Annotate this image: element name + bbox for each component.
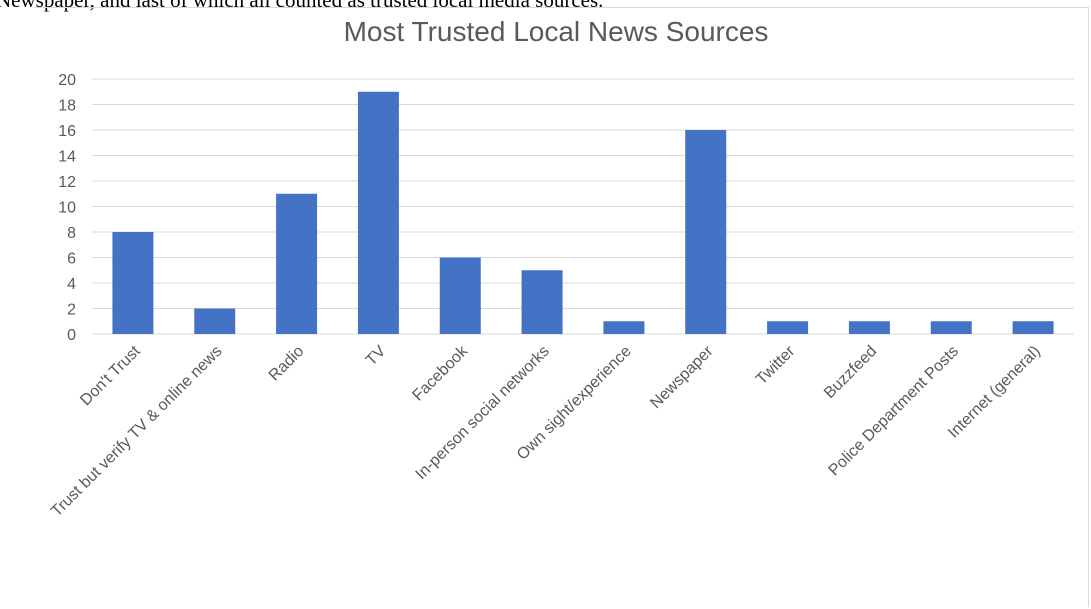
y-tick-label: 6: [67, 251, 76, 268]
bar: [357, 91, 399, 334]
y-tick-label: 2: [67, 302, 76, 319]
bar: [685, 130, 727, 334]
y-axis-ticks: 0 2 4 6 8 10 12 14 16 18 20: [58, 72, 76, 344]
bar: [276, 193, 318, 334]
x-category-label: Twitter: [753, 342, 799, 388]
x-category-label: Don't Trust: [77, 342, 144, 409]
x-category-label: TV: [363, 343, 390, 370]
y-tick-label: 14: [58, 149, 76, 166]
bar: [603, 321, 645, 334]
bar: [521, 270, 563, 334]
y-tick-label: 18: [58, 98, 76, 115]
x-category-label: Police Department Posts: [826, 343, 963, 480]
bar: [848, 321, 890, 334]
y-tick-label: 20: [58, 72, 76, 89]
y-tick-label: 0: [67, 327, 76, 344]
bar: [439, 257, 481, 334]
x-category-label: Newspaper: [647, 342, 717, 412]
chart-title: Most Trusted Local News Sources: [344, 16, 769, 47]
bars: [112, 91, 1054, 334]
bar: [194, 308, 236, 334]
x-category-label: Buzzfeed: [821, 343, 880, 402]
bar: [112, 232, 154, 334]
gridlines: [92, 78, 1074, 335]
x-category-label: In-person social networks: [413, 343, 553, 483]
document-text: Newspaper, and last of which all counted…: [0, 0, 604, 12]
y-tick-label: 10: [58, 200, 76, 217]
x-category-label: Internet (general): [945, 343, 1044, 442]
y-tick-label: 4: [67, 276, 76, 293]
x-category-label: Trust but verify TV & online news: [48, 343, 225, 520]
y-tick-label: 12: [58, 174, 76, 191]
bar: [930, 321, 972, 334]
y-tick-label: 8: [67, 225, 76, 242]
chart-area: [34, 7, 1089, 607]
x-category-label: Radio: [266, 343, 308, 385]
x-category-label: Facebook: [409, 342, 471, 404]
y-tick-label: 16: [58, 123, 76, 140]
bar: [767, 321, 809, 334]
bar: [1012, 321, 1054, 334]
